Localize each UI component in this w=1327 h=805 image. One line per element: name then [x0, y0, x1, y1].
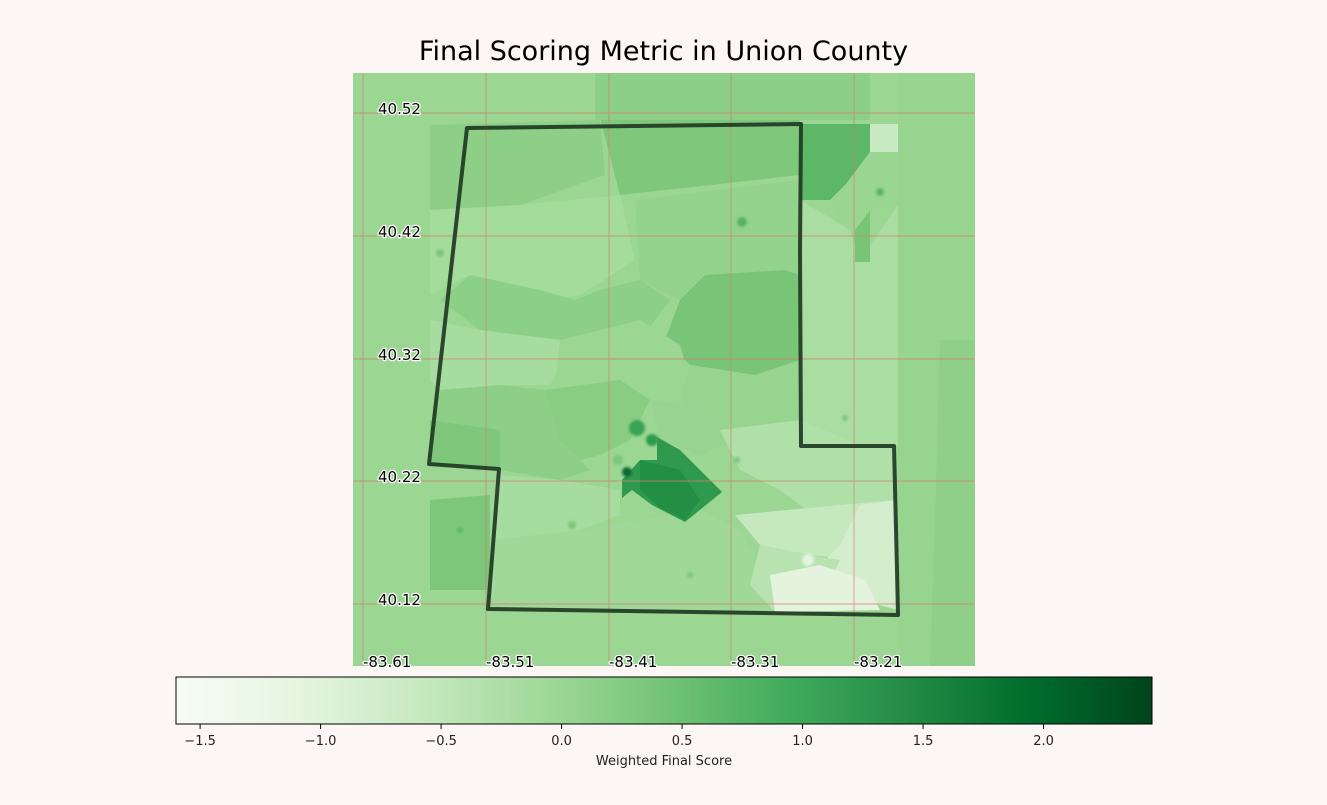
lon-tick-labels: -83.61 -83.51 -83.41 -83.31 -83.21 [362, 652, 904, 673]
colorbar-tick-label: 1.5 [913, 734, 934, 749]
colorbar-tick-label: 1.0 [792, 734, 813, 749]
lon-tick-label: -83.21 [854, 653, 902, 671]
colorbar-tick-label: −0.5 [425, 734, 457, 749]
colorbar-tick-label: 0.5 [672, 734, 693, 749]
lat-tick-label: 40.12 [378, 591, 421, 609]
lat-tick-label: 40.22 [378, 468, 421, 486]
colorbar-tick-label: 0.0 [551, 734, 572, 749]
lat-tick-label: 40.42 [378, 223, 421, 241]
colorbar-label: Weighted Final Score [596, 754, 732, 769]
lon-tick-label: -83.51 [486, 653, 534, 671]
colorbar-gradient [175, 676, 1153, 725]
lat-tick-label: 40.32 [378, 346, 421, 364]
lat-tick-label: 40.52 [378, 100, 421, 118]
map-title: Final Scoring Metric in Union County [418, 36, 909, 67]
lon-tick-label: -83.31 [731, 653, 779, 671]
colorbar-tick-label: −1.5 [184, 734, 216, 749]
colorbar-tick-label: 2.0 [1033, 734, 1054, 749]
map-gridlines [353, 73, 975, 666]
colorbar-ticks: −1.5 −1.0 −0.5 0.0 0.5 1.0 1.5 2.0 [184, 724, 1054, 749]
lon-tick-label: -83.61 [363, 653, 411, 671]
union-county-boundary [427, 122, 900, 617]
colorbar: −1.5 −1.0 −0.5 0.0 0.5 1.0 1.5 2.0 Weighted Fin… [175, 676, 1153, 769]
score-raster [353, 73, 975, 666]
colorbar-tick-label: −1.0 [305, 734, 337, 749]
lon-tick-label: -83.41 [609, 653, 657, 671]
lat-tick-labels: 40.52 40.42 40.32 40.22 40.12 [377, 99, 422, 611]
